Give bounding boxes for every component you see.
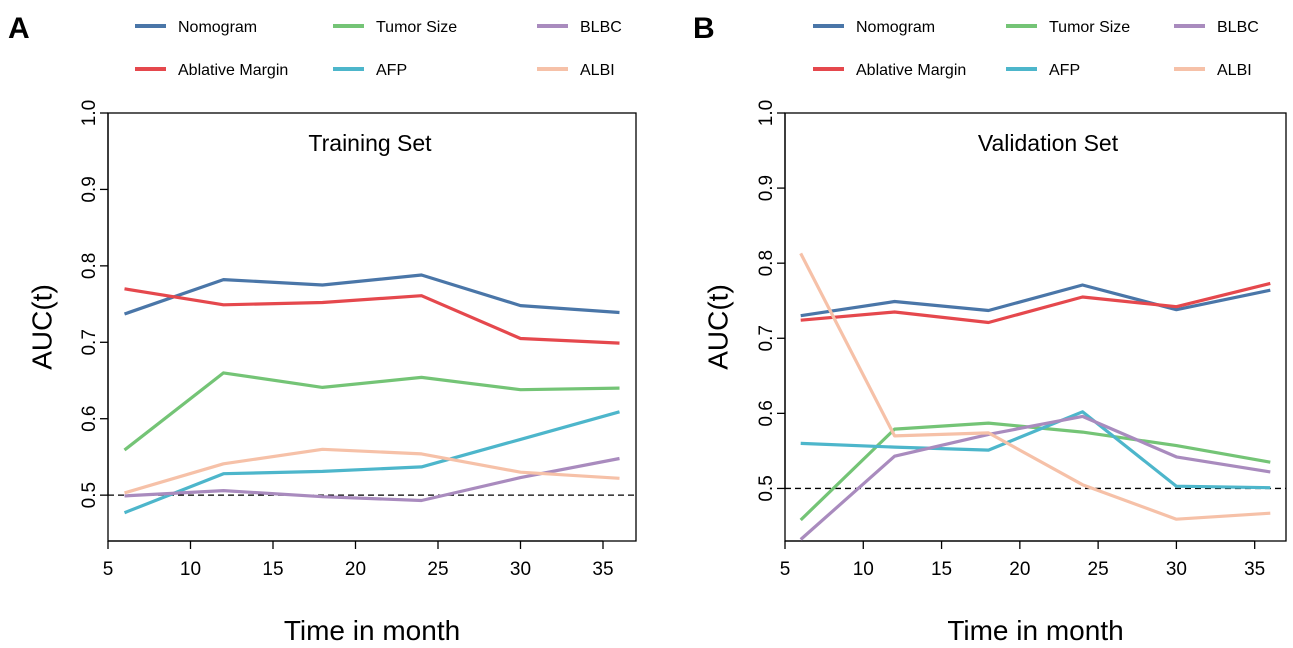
legend-label: Nomogram [178, 19, 257, 36]
y-tick-label: 0.8 [756, 250, 777, 276]
legend-label: AFP [376, 62, 407, 79]
x-tick-label: 20 [345, 559, 366, 580]
x-tick-label: 30 [510, 559, 531, 580]
legend-item: Ablative Margin [135, 62, 288, 79]
x-tick-label: 10 [180, 559, 201, 580]
y-tick-label: 0.6 [79, 406, 100, 432]
panel-letter: A [8, 12, 30, 45]
legend-label: Tumor Size [376, 19, 457, 36]
series-line-blbc [799, 414, 1271, 541]
panel-letter: B [693, 12, 715, 45]
legend-label: ALBI [580, 62, 615, 79]
legend-item: ALBI [1174, 62, 1252, 79]
series-line-tumor-size [799, 421, 1271, 522]
x-tick-label: 15 [931, 559, 952, 580]
x-tick-label: 15 [262, 559, 283, 580]
legend-item: BLBC [537, 19, 622, 36]
x-tick-label: 25 [427, 559, 448, 580]
x-tick-label: 20 [1009, 559, 1030, 580]
series-line-albi [124, 447, 620, 495]
legend-label: Ablative Margin [178, 62, 288, 79]
series-line-nomogram [800, 283, 1271, 318]
legend: Nomogram Ablative Margin Tumor Size AFP BLBC… [135, 19, 622, 79]
x-axis: 5 10 15 20 25 30 35 [103, 540, 614, 580]
legend: Nomogram Ablative Margin Tumor Size AFP BLBC… [813, 19, 1259, 79]
legend-label: Tumor Size [1049, 19, 1130, 36]
x-tick-label: 25 [1088, 559, 1109, 580]
x-tick-label: 5 [780, 559, 791, 580]
plot-title: Validation Set [978, 130, 1119, 156]
legend-item: Nomogram [135, 19, 257, 36]
plot-frame [107, 112, 637, 542]
y-tick-label: 0.5 [756, 475, 777, 501]
y-tick-label: 0.9 [756, 175, 777, 201]
legend-item: Ablative Margin [813, 62, 966, 79]
series-line-blbc [124, 456, 620, 503]
y-tick-label: 1.0 [756, 100, 777, 126]
plot-frame [784, 112, 1287, 542]
x-axis-title: Time in month [284, 615, 460, 646]
x-axis-title: Time in month [947, 615, 1123, 646]
y-axis-title: AUC(t) [26, 284, 57, 370]
y-axis: 0.5 0.6 0.7 0.8 0.9 1.0 [79, 100, 109, 508]
y-tick-label: 0.7 [79, 329, 100, 355]
y-axis: 0.5 0.6 0.7 0.8 0.9 1.0 [756, 100, 786, 502]
y-tick-label: 1.0 [79, 100, 100, 126]
legend-item: AFP [333, 62, 407, 79]
legend-item: BLBC [1174, 19, 1259, 36]
legend-item: ALBI [537, 62, 615, 79]
y-tick-label: 0.8 [79, 253, 100, 279]
legend-item: Tumor Size [1006, 19, 1130, 36]
legend-item: Tumor Size [333, 19, 457, 36]
legend-label: Ablative Margin [856, 62, 966, 79]
series-line-ablative-margin [124, 287, 620, 345]
legend-label: BLBC [1217, 19, 1259, 36]
x-axis: 5 10 15 20 25 30 35 [780, 540, 1265, 580]
legend-label: AFP [1049, 62, 1080, 79]
x-tick-label: 35 [1244, 559, 1265, 580]
series-line-afp [800, 410, 1271, 490]
series-line-afp [123, 410, 620, 515]
series-line-nomogram [123, 273, 620, 316]
series-line-tumor-size [123, 371, 620, 452]
y-tick-label: 0.7 [756, 325, 777, 351]
y-tick-label: 0.5 [79, 482, 100, 508]
legend-item: AFP [1006, 62, 1080, 79]
x-tick-label: 35 [592, 559, 613, 580]
legend-label: Nomogram [856, 19, 935, 36]
x-tick-label: 30 [1166, 559, 1187, 580]
panel-a: A Nomogram Ablative Margin Tumor Size AFP BLB… [8, 12, 637, 646]
series-line-ablative-margin [800, 281, 1271, 325]
y-tick-label: 0.9 [79, 176, 100, 202]
series-line-albi [799, 252, 1271, 521]
legend-label: BLBC [580, 19, 622, 36]
plot-title: Training Set [308, 130, 432, 156]
y-axis-title: AUC(t) [702, 284, 733, 370]
x-tick-label: 10 [853, 559, 874, 580]
x-tick-label: 5 [103, 559, 114, 580]
y-tick-label: 0.6 [756, 400, 777, 426]
panel-b: B Nomogram Ablative Margin Tumor Size AFP BLB… [693, 12, 1287, 646]
legend-item: Nomogram [813, 19, 935, 36]
legend-label: ALBI [1217, 62, 1252, 79]
